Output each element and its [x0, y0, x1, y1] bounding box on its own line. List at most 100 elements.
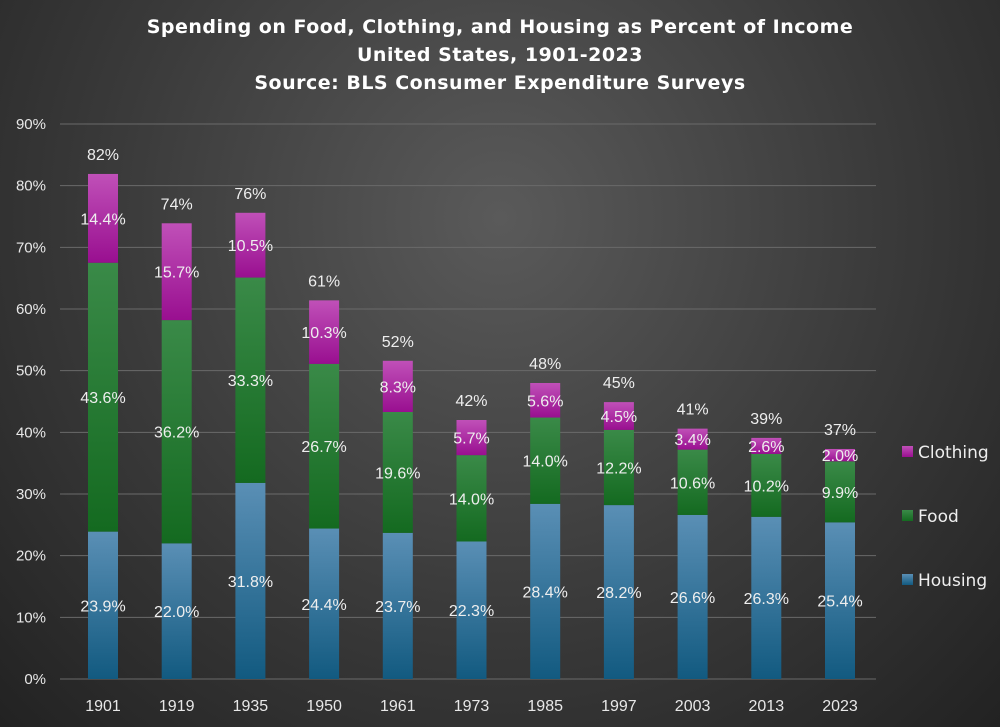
bar-clothing — [825, 448, 855, 462]
chart-title-line: Spending on Food, Clothing, and Housing … — [147, 16, 854, 38]
data-label-clothing: 4.5% — [601, 409, 637, 426]
x-tick-label: 1935 — [233, 698, 269, 715]
x-tick-label: 2023 — [822, 698, 858, 715]
chart-title-line: Source: BLS Consumer Expenditure Surveys — [254, 72, 745, 94]
bar-housing — [825, 522, 855, 679]
data-label-housing: 23.9% — [80, 598, 125, 615]
data-label-clothing: 15.7% — [154, 265, 199, 282]
x-tick-label: 1985 — [527, 698, 563, 715]
y-tick-label: 80% — [16, 178, 46, 195]
data-label-clothing: 14.4% — [80, 211, 125, 228]
legend-label-clothing: Clothing — [918, 443, 989, 463]
bar-food — [751, 453, 782, 517]
chart-title-line: United States, 1901-2023 — [357, 44, 643, 66]
x-tick-label: 1997 — [601, 698, 637, 715]
legend-label-food: Food — [918, 507, 959, 527]
bar-food — [825, 461, 855, 523]
y-tick-label: 0% — [24, 671, 46, 688]
data-label-housing: 26.6% — [670, 590, 715, 607]
bar-food — [530, 417, 561, 504]
bar-housing — [235, 482, 266, 679]
data-label-food: 19.6% — [375, 465, 420, 482]
bar-food — [382, 411, 413, 533]
bar-clothing — [382, 360, 413, 412]
data-label-food: 26.7% — [301, 439, 346, 456]
data-label-housing: 26.3% — [744, 591, 789, 608]
total-label: 45% — [603, 375, 635, 392]
bar-clothing — [235, 212, 266, 278]
data-label-food: 33.3% — [228, 373, 273, 390]
x-tick-label: 1901 — [85, 698, 121, 715]
bar-housing — [456, 541, 487, 679]
bar-clothing — [530, 383, 561, 418]
data-label-housing: 22.0% — [154, 604, 199, 621]
x-tick-label: 1973 — [454, 698, 490, 715]
y-tick-label: 30% — [16, 486, 46, 503]
data-label-housing: 24.4% — [301, 597, 346, 614]
legend-swatch-clothing — [902, 446, 913, 457]
bar-housing — [88, 531, 118, 679]
bar-food — [603, 429, 634, 506]
data-label-housing: 25.4% — [817, 594, 862, 611]
total-label: 39% — [750, 411, 782, 428]
bar-housing — [530, 503, 561, 679]
bar-food — [677, 449, 708, 515]
data-label-food: 10.6% — [670, 475, 715, 492]
data-label-clothing: 2.6% — [748, 439, 784, 456]
bar-housing — [677, 514, 708, 679]
data-label-housing: 31.8% — [228, 574, 273, 591]
total-label: 74% — [161, 196, 193, 213]
data-label-housing: 28.4% — [523, 584, 568, 601]
x-tick-label: 2013 — [749, 698, 785, 715]
data-label-food: 43.6% — [80, 390, 125, 407]
total-label: 61% — [308, 273, 340, 290]
bar-clothing — [88, 173, 118, 263]
total-label: 52% — [382, 334, 414, 351]
bar-food — [456, 455, 487, 542]
bar-housing — [751, 516, 782, 679]
bar-food — [161, 320, 192, 544]
total-label: 82% — [87, 147, 119, 164]
total-label: 41% — [677, 402, 709, 419]
bar-housing — [161, 543, 192, 679]
data-label-clothing: 10.3% — [301, 325, 346, 342]
y-tick-label: 50% — [16, 363, 46, 380]
x-tick-label: 1961 — [380, 698, 416, 715]
y-tick-label: 40% — [16, 424, 46, 441]
y-tick-label: 70% — [16, 239, 46, 256]
y-tick-label: 90% — [16, 116, 46, 133]
bar-housing — [382, 532, 413, 679]
y-tick-label: 60% — [16, 301, 46, 318]
data-label-clothing: 3.4% — [674, 432, 710, 449]
data-label-food: 12.2% — [596, 460, 641, 477]
bar-clothing — [456, 420, 487, 456]
bar-clothing — [603, 402, 634, 430]
x-tick-label: 2003 — [675, 698, 711, 715]
bar-clothing — [677, 428, 708, 450]
bar-food — [88, 262, 118, 532]
data-label-food: 10.2% — [744, 478, 789, 495]
legend-swatch-food — [902, 510, 913, 521]
x-tick-label: 1950 — [306, 698, 342, 715]
total-label: 48% — [529, 356, 561, 373]
total-label: 37% — [824, 422, 856, 439]
data-label-clothing: 5.6% — [527, 393, 563, 410]
bar-clothing — [751, 437, 782, 454]
total-label: 42% — [455, 393, 487, 410]
legend-label-housing: Housing — [918, 571, 987, 591]
data-label-clothing: 10.5% — [228, 238, 273, 255]
bar-clothing — [161, 223, 192, 321]
data-label-clothing: 8.3% — [380, 379, 416, 396]
y-tick-label: 10% — [16, 609, 46, 626]
y-tick-label: 20% — [16, 548, 46, 565]
bar-housing — [603, 505, 634, 679]
bar-housing — [309, 528, 340, 679]
data-label-housing: 22.3% — [449, 603, 494, 620]
total-label: 76% — [234, 186, 266, 203]
data-label-housing: 23.7% — [375, 599, 420, 616]
data-label-food: 36.2% — [154, 425, 199, 442]
data-label-food: 9.9% — [822, 485, 858, 502]
bar-food — [235, 277, 266, 483]
bar-clothing — [309, 300, 340, 364]
